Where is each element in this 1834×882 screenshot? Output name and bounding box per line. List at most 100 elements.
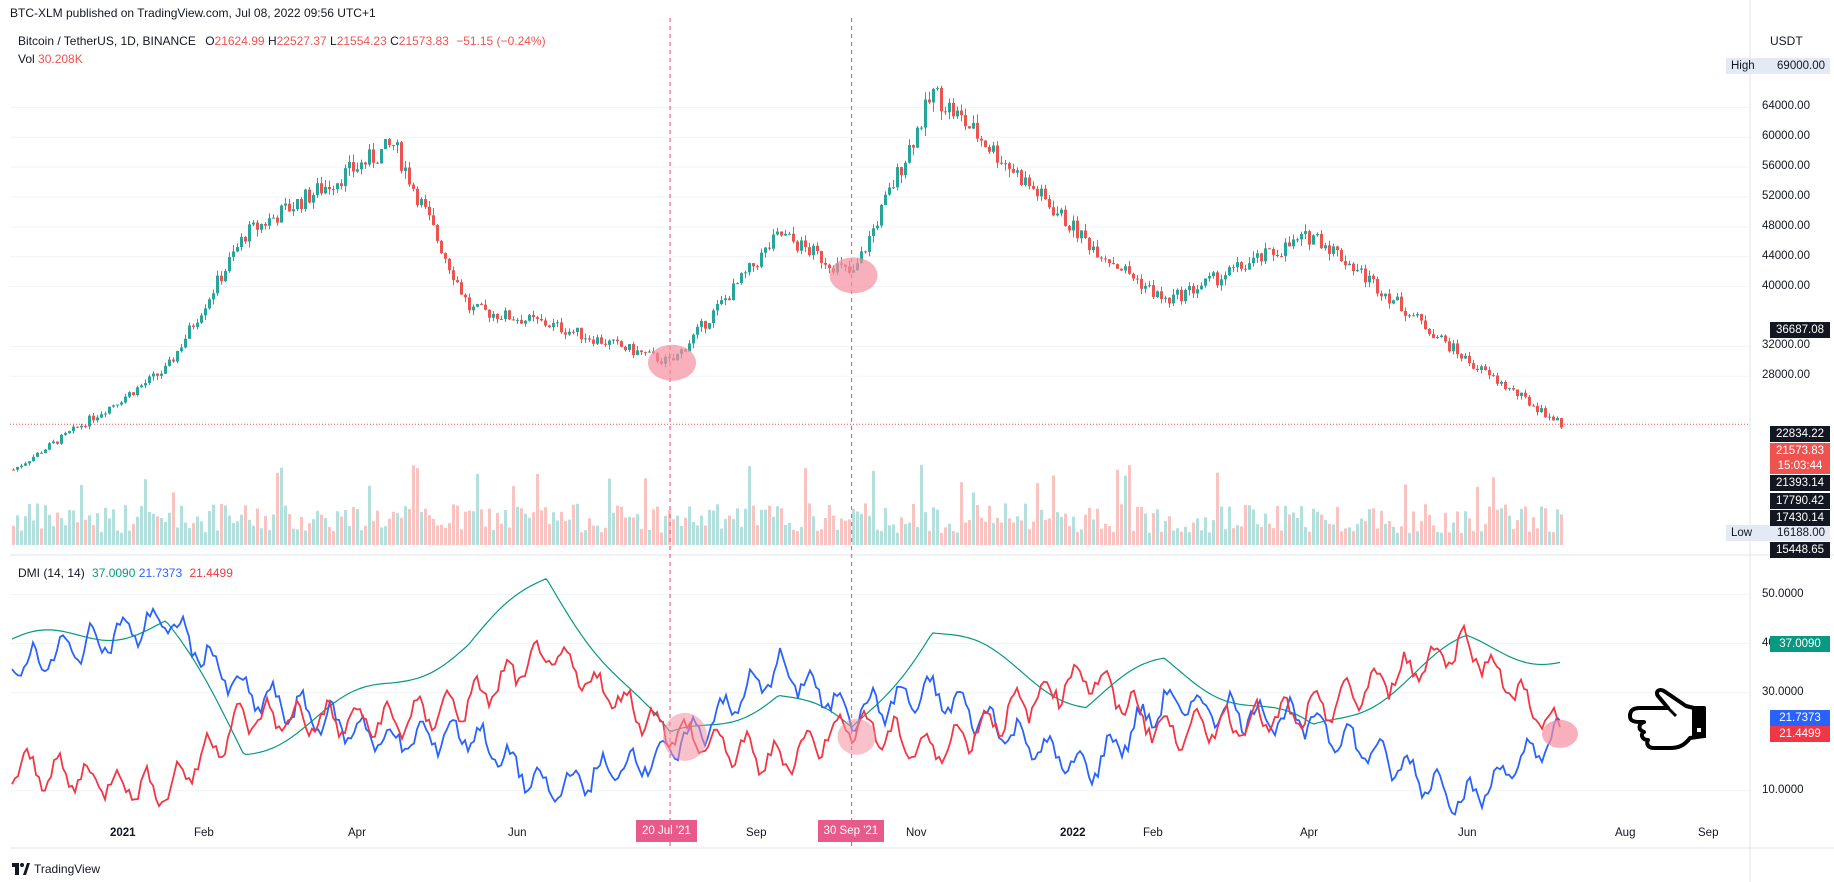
volume-bar bbox=[960, 482, 963, 545]
volume-bar bbox=[412, 465, 415, 545]
volume-bar bbox=[620, 506, 623, 545]
candle-up bbox=[1480, 366, 1483, 370]
adx-line bbox=[11, 578, 1561, 756]
volume-bar bbox=[1016, 516, 1019, 545]
candle-up bbox=[48, 443, 51, 450]
volume-bar bbox=[1156, 509, 1159, 545]
volume-bar bbox=[168, 512, 171, 545]
footer-brand[interactable]: TradingView bbox=[12, 862, 100, 876]
candle-down bbox=[1076, 220, 1079, 239]
candle-down bbox=[1448, 341, 1451, 352]
volume-bar bbox=[468, 510, 471, 545]
volume-bar bbox=[920, 464, 923, 545]
candle-up bbox=[800, 240, 803, 251]
volume-bar bbox=[248, 519, 251, 545]
volume-bar bbox=[1472, 531, 1475, 545]
candle-up bbox=[1264, 248, 1267, 262]
volume-bar bbox=[804, 468, 807, 545]
candle-up bbox=[1520, 392, 1523, 396]
volume-bar bbox=[176, 527, 179, 545]
volume-bar bbox=[684, 517, 687, 545]
candle-up bbox=[72, 426, 75, 432]
symbol-title[interactable]: Bitcoin / TetherUS, 1D, BINANCE bbox=[18, 34, 196, 48]
volume-bar bbox=[20, 530, 23, 545]
volume-bar bbox=[184, 522, 187, 545]
candle-up bbox=[180, 347, 183, 352]
volume-bar bbox=[308, 523, 311, 545]
dmi-adx-value: 37.0090 bbox=[92, 566, 136, 580]
volume-bar bbox=[260, 528, 263, 545]
volume-bar bbox=[1356, 524, 1359, 545]
candle-down bbox=[428, 206, 431, 216]
volume-bar bbox=[1532, 517, 1535, 545]
candle-down bbox=[92, 415, 95, 421]
volume-bar bbox=[256, 508, 259, 545]
price-tick-label: 28000.00 bbox=[1762, 369, 1810, 382]
ohlc-open-value: 21624.99 bbox=[214, 34, 265, 48]
volume-bar bbox=[188, 528, 191, 545]
volume-bar bbox=[1268, 523, 1271, 545]
volume-bar bbox=[1388, 521, 1391, 545]
volume-bar bbox=[48, 514, 51, 545]
volume-bar bbox=[320, 514, 323, 545]
volume-bar bbox=[1528, 531, 1531, 545]
candle-up bbox=[932, 88, 935, 103]
volume-bar bbox=[1476, 486, 1479, 545]
volume-bar bbox=[760, 509, 763, 545]
candle-up bbox=[20, 465, 23, 467]
candle-up bbox=[104, 413, 107, 415]
candle-down bbox=[940, 87, 943, 112]
volume-bar bbox=[600, 532, 603, 545]
volume-bar bbox=[504, 510, 507, 545]
volume-bar bbox=[1020, 520, 1023, 545]
volume-bar bbox=[492, 530, 495, 545]
candle-up bbox=[1124, 266, 1127, 271]
candle-down bbox=[276, 217, 279, 223]
time-tick-label: Apr bbox=[348, 827, 366, 839]
candle-down bbox=[644, 352, 647, 354]
candle-down bbox=[560, 322, 563, 333]
volume-bar bbox=[904, 524, 907, 545]
candle-up bbox=[1072, 220, 1075, 231]
volume-bar bbox=[888, 525, 891, 545]
candle-up bbox=[240, 236, 243, 248]
time-tick-label: Nov bbox=[906, 827, 927, 839]
candle-down bbox=[1108, 259, 1111, 264]
volume-bar bbox=[148, 511, 151, 545]
volume-bar bbox=[432, 518, 435, 545]
ohlc-low-value: 21554.23 bbox=[336, 34, 387, 48]
volume-bar bbox=[1416, 531, 1419, 545]
volume-bar bbox=[900, 517, 903, 545]
dmi-title[interactable]: DMI (14, 14) bbox=[18, 566, 85, 580]
volume-bar bbox=[44, 505, 47, 545]
ohlc-close-label: C bbox=[390, 34, 399, 48]
volume-bar bbox=[304, 530, 307, 545]
candle-down bbox=[416, 188, 419, 206]
candle-down bbox=[256, 222, 259, 230]
volume-bar bbox=[1280, 530, 1283, 545]
candle-up bbox=[228, 257, 231, 271]
candle-down bbox=[1376, 279, 1379, 294]
candle-down bbox=[1036, 188, 1039, 197]
volume-bar bbox=[1336, 506, 1339, 545]
candle-up bbox=[1556, 418, 1559, 421]
candle-up bbox=[208, 299, 211, 309]
volume-bar bbox=[1400, 526, 1403, 545]
volume-bar bbox=[180, 505, 183, 545]
candle-up bbox=[476, 303, 479, 307]
volume-bar bbox=[644, 478, 647, 545]
candle-down bbox=[300, 199, 303, 210]
volume-bar bbox=[428, 515, 431, 545]
volume-bar bbox=[416, 468, 419, 545]
volume-bar bbox=[1464, 511, 1467, 545]
volume-bar bbox=[688, 506, 691, 545]
candle-up bbox=[164, 365, 167, 374]
candle-down bbox=[944, 111, 947, 113]
candle-down bbox=[616, 339, 619, 342]
candle-up bbox=[1548, 416, 1551, 418]
candle-up bbox=[152, 373, 155, 377]
volume-bar bbox=[520, 508, 523, 545]
candle-down bbox=[1328, 245, 1331, 254]
volume-bar bbox=[1436, 532, 1439, 545]
